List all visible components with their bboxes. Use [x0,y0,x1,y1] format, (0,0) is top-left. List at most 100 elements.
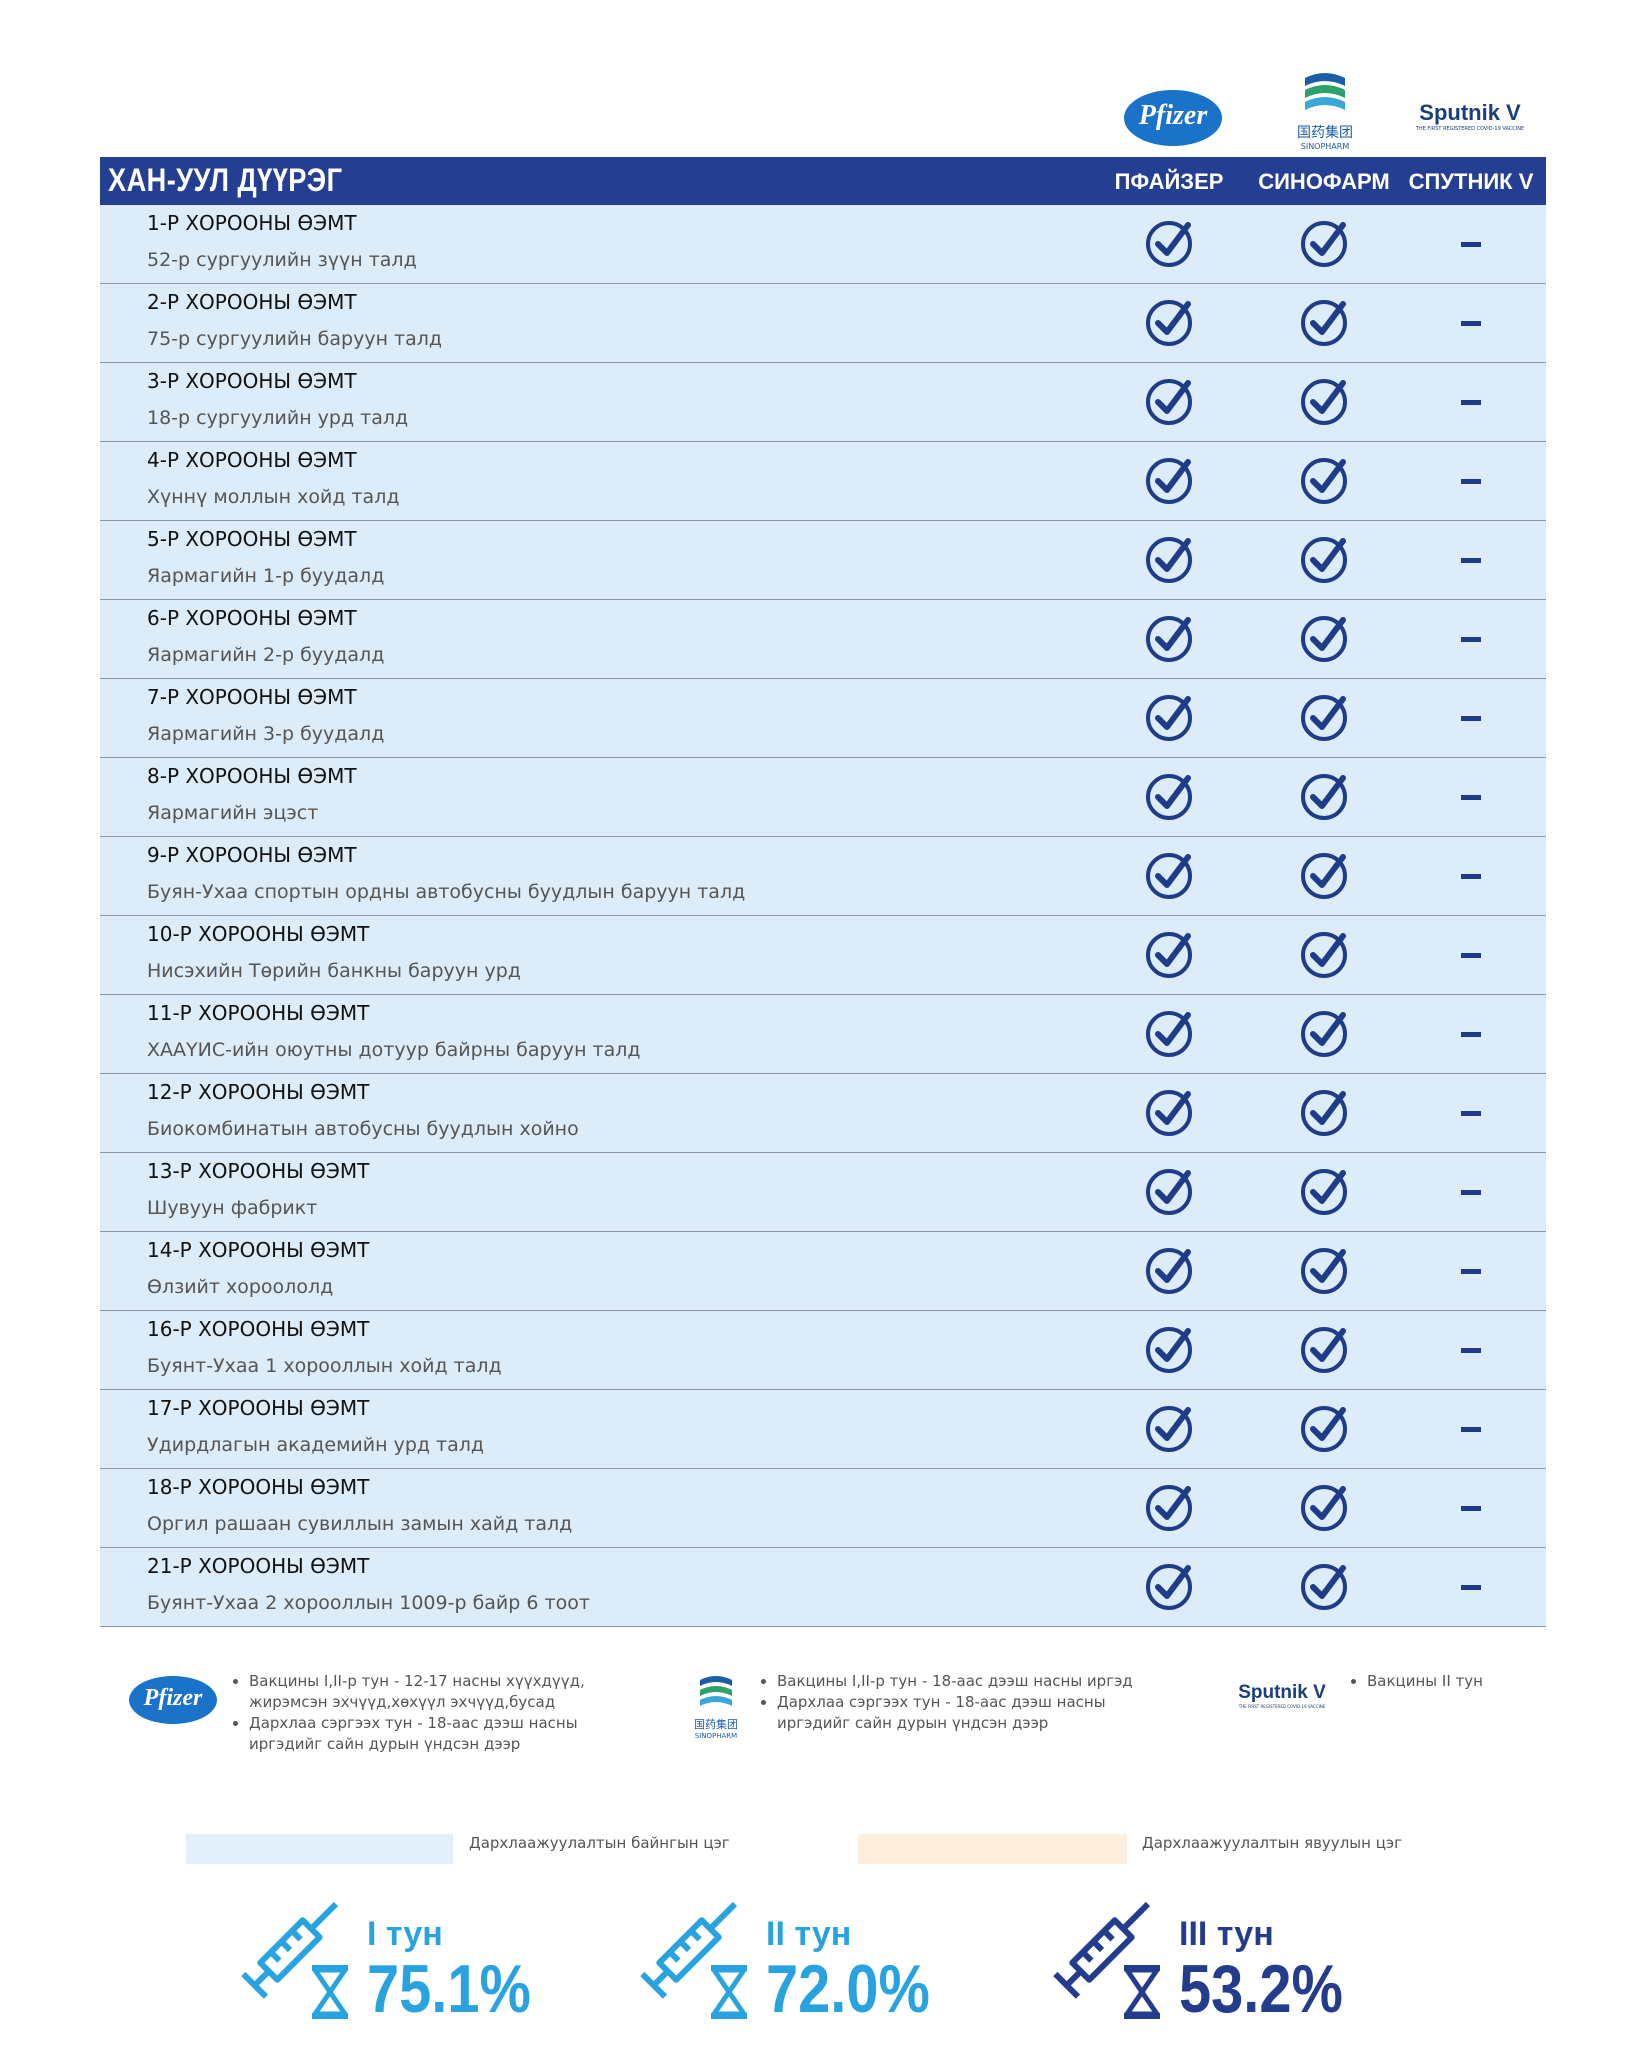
check-icon [1146,1248,1192,1294]
check-cell [1144,693,1194,747]
table-row: 3-Р ХОРООНЫ ӨЭМТ 18-р сургуулийн урд талд [100,363,1546,442]
check-icon [1146,853,1192,899]
check-icon [1146,537,1192,583]
dash-cell [1461,1111,1481,1116]
pfizer-notes: Вакцины I,II-р тун - 12-17 насны хүүхдүү… [229,1671,589,1755]
station-location: Буян-Ухаа спортын ордны автобусны буудлы… [147,881,746,903]
check-icon [1146,300,1192,346]
check-icon [1146,1564,1192,1610]
dose-label: II тун [766,1915,852,1953]
sputnik-name: Sputnik V [1419,100,1521,125]
check-icon [1301,774,1347,820]
check-icon [1301,221,1347,267]
note-list: Вакцины I,II-р тун - 12-17 насны хүүхдүү… [229,1671,589,1755]
check-icon [1146,1327,1192,1373]
station-location: Яармагийн 1-р буудалд [147,565,385,587]
check-cell [1144,1483,1194,1537]
check-icon [1301,1406,1347,1452]
station-location: 18-р сургуулийн урд талд [147,407,409,429]
table-row: 5-Р ХОРООНЫ ӨЭМТ Яармагийн 1-р буудалд [100,521,1546,600]
station-name: 17-Р ХОРООНЫ ӨЭМТ [147,1396,370,1420]
station-name: 7-Р ХОРООНЫ ӨЭМТ [147,685,357,709]
station-name: 6-Р ХОРООНЫ ӨЭМТ [147,606,357,630]
dash-cell [1461,953,1481,958]
check-icon [1301,853,1347,899]
station-name: 2-Р ХОРООНЫ ӨЭМТ [147,290,357,314]
station-location: Буянт-Ухаа 2 хорооллын 1009-р байр 6 тоо… [147,1592,590,1614]
check-cell [1299,1167,1349,1221]
check-cell [1299,693,1349,747]
check-icon [1146,695,1192,741]
sinopharm-cn: 国药集团 [1297,125,1353,141]
dash-cell [1461,795,1481,800]
check-icon [1301,1090,1347,1136]
station-name: 9-Р ХОРООНЫ ӨЭМТ [147,843,357,867]
check-cell [1144,456,1194,510]
check-cell [1299,1088,1349,1142]
check-icon [1301,300,1347,346]
check-icon [1146,1090,1192,1136]
table-row: 14-Р ХОРООНЫ ӨЭМТ Өлзийт хороололд [100,1232,1546,1311]
table-row: 1-Р ХОРООНЫ ӨЭМТ 52-р сургуулийн зүүн тал… [100,205,1546,284]
sputnik-note-tagline: THE FIRST REGISTERED COVID-19 VACCINE [1238,1704,1326,1709]
check-cell [1144,298,1194,352]
check-cell [1144,930,1194,984]
dash-cell [1461,400,1481,405]
dash-cell [1461,1585,1481,1590]
check-icon [1301,1327,1347,1373]
column-header: СПУТНИК V [1408,169,1534,194]
check-cell [1299,614,1349,668]
syringe-shape [241,1901,348,2019]
station-location: Буянт-Ухаа 1 хорооллын хойд талд [147,1355,502,1377]
check-cell [1144,377,1194,431]
dose-label: III тун [1179,1915,1274,1953]
dash-cell [1461,321,1481,326]
note-list: Вакцины II тун [1347,1671,1547,1692]
check-icon [1146,1485,1192,1531]
table-row: 7-Р ХОРООНЫ ӨЭМТ Яармагийн 3-р буудалд [100,679,1546,758]
table-row: 6-Р ХОРООНЫ ӨЭМТ Яармагийн 2-р буудалд [100,600,1546,679]
check-icon [1146,932,1192,978]
station-location: Шувуун фабрикт [147,1197,318,1219]
station-name: 14-Р ХОРООНЫ ӨЭМТ [147,1238,370,1262]
table-title: ХАН-УУЛ ДҮҮРЭГ [108,162,343,198]
check-cell [1144,614,1194,668]
dash-cell [1461,874,1481,879]
check-icon [1146,1169,1192,1215]
check-cell [1299,219,1349,273]
sinopharm-note-logo: 国药集团 SINOPHARM [686,1672,746,1740]
sputnik-note-name: Sputnik V [1238,1682,1326,1703]
station-location: Яармагийн 2-р буудалд [147,644,385,666]
check-cell [1144,219,1194,273]
column-header: ПФАЙЗЕР [1114,169,1224,194]
table-row: 12-Р ХОРООНЫ ӨЭМТ Биокомбинатын автобусны… [100,1074,1546,1153]
table-row: 9-Р ХОРООНЫ ӨЭМТ Буян-Ухаа спортын ордны … [100,837,1546,916]
station-location: 75-р сургуулийн баруун талд [147,328,443,350]
check-icon [1146,1011,1192,1057]
sinopharm-note-en: SINOPHARM [694,1732,738,1740]
check-cell [1299,1562,1349,1616]
station-location: Хүннү моллын хойд талд [147,486,400,508]
table-row: 2-Р ХОРООНЫ ӨЭМТ 75-р сургуулийн баруун т… [100,284,1546,363]
sinopharm-notes: Вакцины I,II-р тун - 18-аас дээш насны и… [757,1671,1137,1734]
check-cell [1299,1009,1349,1063]
dash-cell [1461,242,1481,247]
station-name: 8-Р ХОРООНЫ ӨЭМТ [147,764,357,788]
check-cell [1299,930,1349,984]
sinopharm-note-cn: 国药集团 [694,1718,738,1731]
station-location: Нисэхийн Төрийн банкны баруун урд [147,960,521,982]
dose-value: 53.2% [1179,1951,1343,2027]
check-icon [1301,932,1347,978]
check-icon [1146,774,1192,820]
dash-cell [1461,479,1481,484]
station-name: 12-Р ХОРООНЫ ӨЭМТ [147,1080,370,1104]
station-location: ХААҮИС-ийн оюутны дотуур байрны баруун т… [147,1039,641,1061]
note-item: Дархлаа сэргээх тун - 18-аас дээш насны … [777,1692,1137,1734]
check-cell [1144,1404,1194,1458]
check-cell [1299,772,1349,826]
table-row: 13-Р ХОРООНЫ ӨЭМТ Шувуун фабрикт [100,1153,1546,1232]
check-icon [1146,1406,1192,1452]
note-list: Вакцины I,II-р тун - 18-аас дээш насны и… [757,1671,1137,1734]
station-name: 16-Р ХОРООНЫ ӨЭМТ [147,1317,370,1341]
